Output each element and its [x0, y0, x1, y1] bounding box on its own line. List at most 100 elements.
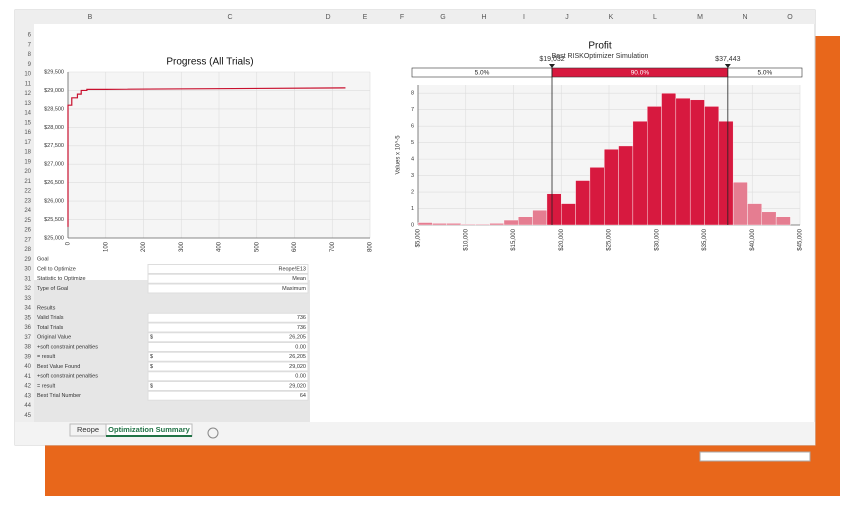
row-header: 25: [24, 218, 31, 224]
row-label: +soft constraint penalties: [37, 374, 98, 380]
histogram-bar: [575, 180, 591, 226]
cell-value: 29,020: [289, 364, 306, 370]
scrollbar[interactable]: [699, 451, 811, 462]
cell-value: Maximum: [282, 286, 306, 292]
value-cell: [147, 332, 309, 343]
x-tick-label: $40,000: [750, 228, 756, 250]
value-cell: [147, 390, 309, 401]
y-tick-label: 7: [411, 107, 414, 113]
histogram-bar: [532, 209, 548, 226]
column-header: G: [440, 14, 445, 21]
x-tick-label: 200: [141, 241, 147, 252]
row-header: 23: [24, 198, 31, 204]
row-header: 42: [24, 384, 31, 390]
row-header: 15: [24, 120, 31, 126]
value-cell: [147, 371, 309, 382]
histogram-bar: [446, 223, 462, 226]
column-header: I: [523, 14, 525, 21]
column-header: J: [565, 14, 569, 21]
tab-bar: [15, 422, 815, 445]
row-label: Best Value Found: [37, 364, 80, 370]
x-tick-label: $45,000: [798, 228, 804, 250]
currency: $: [150, 335, 153, 341]
x-tick-label: $5,000: [416, 228, 422, 247]
column-header: D: [325, 14, 330, 21]
row-header: 19: [24, 159, 31, 165]
chart-subtitle: Best RISKOptimizer Simulation: [552, 53, 649, 60]
cell-value: 29,020: [289, 383, 306, 389]
x-tick-label: 800: [368, 241, 374, 252]
cell-value: 736: [297, 325, 306, 331]
value-cell: [147, 351, 309, 362]
row-header: 26: [24, 228, 31, 234]
row-label: +soft constraint penalties: [37, 344, 98, 350]
row-label: Original Value: [37, 335, 71, 341]
x-tick-label: $10,000: [463, 228, 469, 250]
x-tick-label: $25,000: [607, 228, 613, 250]
histogram-bar: [675, 97, 691, 226]
row-header: 38: [24, 345, 31, 351]
histogram-bar: [417, 222, 433, 226]
tab-label[interactable]: Optimization Summary: [108, 425, 191, 434]
y-tick-label: 5: [411, 140, 414, 146]
histogram-bar: [661, 93, 677, 226]
currency: $: [150, 383, 153, 389]
row-header: 20: [24, 169, 31, 175]
y-tick-label: 8: [411, 91, 414, 97]
row-header: 17: [24, 140, 31, 146]
marker-label: $19,032: [539, 56, 564, 63]
band-label: 5.0%: [475, 70, 490, 77]
row-header: 44: [24, 403, 31, 409]
cell-value: Mean: [292, 276, 306, 282]
histogram-bar: [747, 203, 762, 226]
histogram-bar: [475, 223, 490, 226]
value-cell: [147, 342, 309, 352]
row-header: 18: [24, 150, 31, 156]
histogram-bar: [689, 99, 705, 226]
value-cell: [147, 381, 309, 391]
marker-arrow: [549, 64, 556, 68]
row-header: 10: [24, 72, 31, 78]
row-label: = result: [37, 354, 56, 360]
row-header-bar: [15, 24, 34, 422]
row-label: Valid Trials: [37, 315, 64, 321]
column-header: K: [609, 14, 614, 21]
x-tick-label: $20,000: [559, 228, 565, 250]
row-header: 13: [24, 101, 31, 107]
y-tick-label: $26,500: [44, 180, 64, 186]
histogram-bar: [618, 145, 634, 226]
y-tick-label: $27,000: [44, 162, 64, 168]
add-sheet-button[interactable]: [207, 427, 219, 439]
row-header: 6: [28, 33, 32, 39]
row-header: 7: [28, 42, 32, 48]
row-header: 12: [24, 91, 31, 97]
x-tick-label: $35,000: [702, 228, 708, 250]
histogram-bar: [589, 167, 605, 226]
currency: $: [150, 354, 153, 360]
column-header: M: [697, 14, 703, 21]
row-header: 39: [24, 354, 31, 360]
value-cell: [147, 361, 309, 372]
row-header: 36: [24, 325, 31, 331]
tab-label[interactable]: Reope: [77, 425, 99, 434]
row-label: Goal: [37, 257, 49, 263]
cell-value: 26,205: [289, 354, 306, 360]
column-header: E: [363, 14, 368, 21]
value-cell: [147, 312, 309, 323]
x-tick-label: $30,000: [654, 228, 660, 250]
row-header: 34: [24, 306, 31, 312]
histogram-bar: [561, 203, 576, 226]
row-header: 27: [24, 237, 31, 243]
cell-value: Reope!E13: [278, 266, 306, 272]
row-label: = result: [37, 383, 56, 389]
y-tick-label: 4: [411, 157, 414, 163]
column-header: C: [227, 14, 232, 21]
progress-line: [67, 87, 346, 227]
row-header: 14: [24, 111, 31, 117]
value-cell: [147, 322, 309, 333]
value-cell: [147, 273, 309, 284]
y-tick-label: $25,500: [44, 217, 64, 223]
value-cell: [147, 264, 309, 274]
histogram-bar: [432, 223, 447, 226]
row-header: 40: [24, 364, 31, 370]
